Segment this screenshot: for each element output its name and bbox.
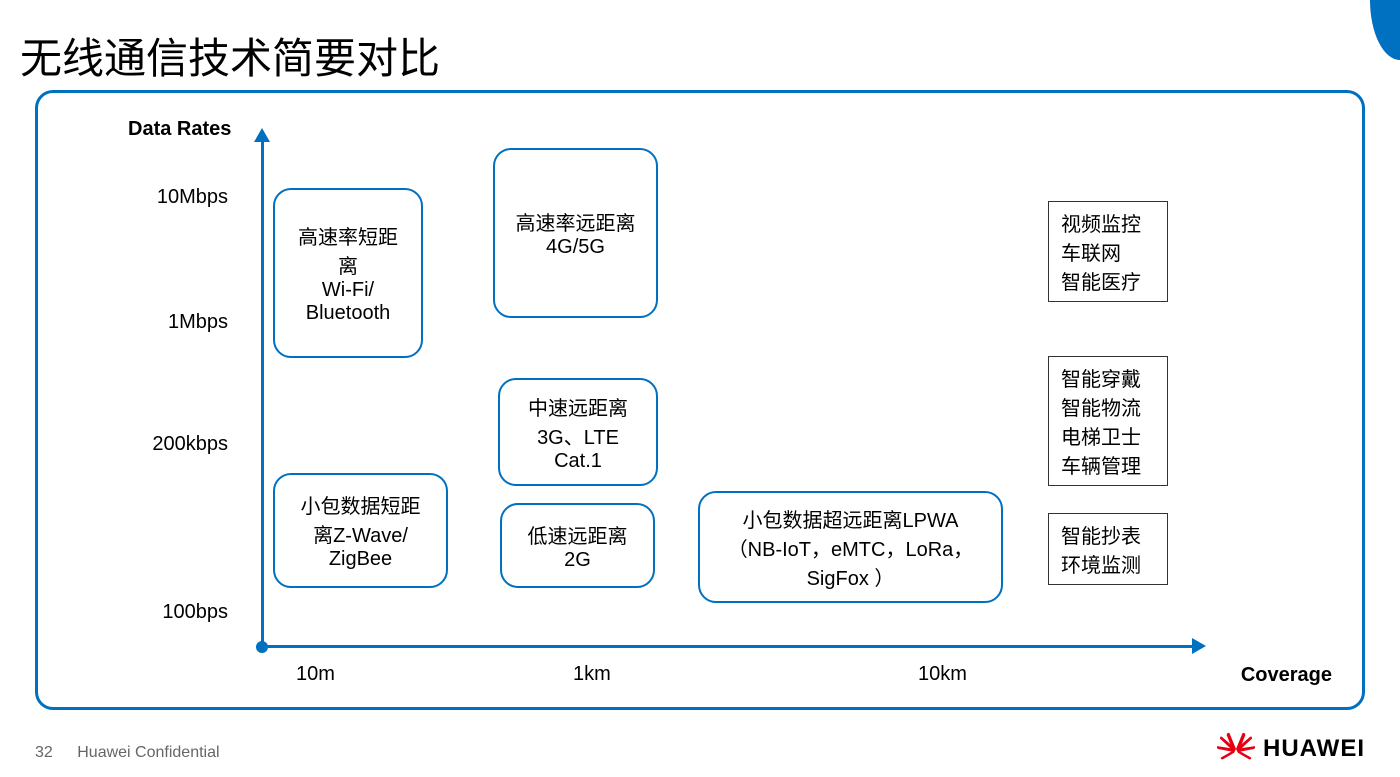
y-tick: 200kbps <box>98 433 228 456</box>
tech-box: 高速率远距离4G/5G <box>493 148 658 318</box>
tech-box: 小包数据超远距离LPWA（NB-IoT，eMTC，LoRa，SigFox ） <box>698 491 1003 603</box>
x-axis <box>261 645 1196 648</box>
x-tick: 1km <box>573 663 611 686</box>
x-tick: 10m <box>296 663 335 686</box>
confidential-text: Huawei Confidential <box>77 744 219 761</box>
tech-box: 中速远距离3G、LTECat.1 <box>498 378 658 486</box>
huawei-logo: HUAWEI <box>1217 733 1365 765</box>
x-axis-label: Coverage <box>1241 664 1332 687</box>
tech-box: 小包数据短距离Z-Wave/ZigBee <box>273 473 448 588</box>
app-box: 智能穿戴智能物流电梯卫士车辆管理 <box>1048 356 1168 486</box>
footer: 32 Huawei Confidential <box>35 744 220 762</box>
tech-box: 高速率短距离Wi-Fi/Bluetooth <box>273 188 423 358</box>
huawei-logo-text: HUAWEI <box>1263 735 1365 763</box>
y-tick: 1Mbps <box>98 311 228 334</box>
page-number: 32 <box>35 744 53 761</box>
app-box: 视频监控车联网智能医疗 <box>1048 201 1168 302</box>
chart-container: Data Rates Coverage 10Mbps 1Mbps 200kbps 10… <box>35 90 1365 710</box>
tech-box: 低速远距离2G <box>500 503 655 588</box>
y-tick: 100bps <box>98 601 228 624</box>
slide-title: 无线通信技术简要对比 <box>20 25 440 86</box>
y-axis <box>261 138 264 648</box>
y-axis-label: Data Rates <box>128 118 231 141</box>
origin-dot <box>256 641 268 653</box>
huawei-logo-icon <box>1217 733 1255 765</box>
app-box: 智能抄表环境监测 <box>1048 513 1168 585</box>
corner-badge <box>1370 0 1400 60</box>
y-tick: 10Mbps <box>98 186 228 209</box>
x-tick: 10km <box>918 663 967 686</box>
